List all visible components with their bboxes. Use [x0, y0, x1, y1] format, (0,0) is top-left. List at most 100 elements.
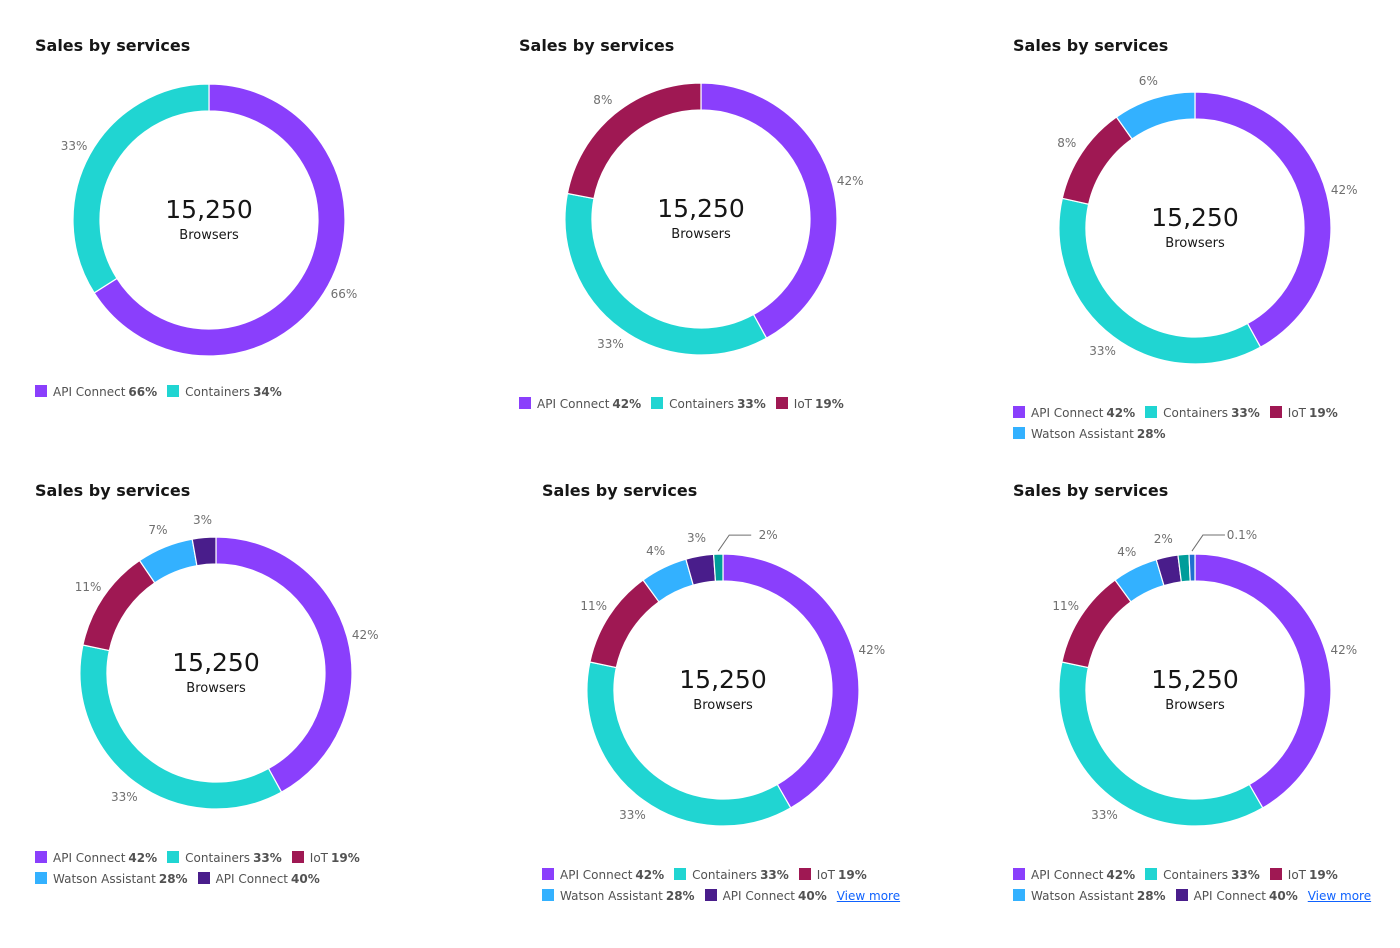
legend-item[interactable]: Containers 33% [1145, 403, 1260, 424]
legend-label: Containers [692, 868, 758, 882]
segment-label: 33% [60, 138, 88, 153]
segment-label: 33% [619, 807, 646, 822]
legend-item[interactable]: Containers 34% [167, 382, 282, 403]
legend: API Connect 42% Containers 33% IoT 19% [519, 394, 879, 415]
legend-swatch [798, 868, 811, 880]
legend-item[interactable]: Containers 33% [167, 848, 282, 869]
legend-label: IoT [816, 868, 836, 882]
donut-segment[interactable] [191, 536, 217, 567]
legend-item[interactable]: API Connect 42% [1013, 865, 1135, 886]
donut-segment[interactable] [1115, 91, 1196, 140]
segment-label: 11% [580, 599, 608, 614]
legend-value: 34% [253, 385, 282, 399]
legend-value: 19% [815, 397, 844, 411]
legend-value: 42% [612, 397, 642, 411]
center-value: 15,250 [679, 665, 767, 694]
legend-value: 33% [760, 868, 789, 882]
donut-segment[interactable] [1061, 579, 1132, 669]
legend-value: 40% [1269, 889, 1298, 903]
legend-value: 19% [1309, 406, 1338, 420]
legend-label: Watson Assistant [1031, 889, 1134, 903]
donut-segment[interactable] [566, 82, 702, 200]
legend-swatch [197, 872, 210, 884]
segment-label: 33% [1089, 344, 1116, 359]
legend-item[interactable]: IoT 19% [291, 848, 360, 869]
chart-title: Sales by services [519, 36, 675, 55]
legend-swatch [167, 385, 180, 397]
legend-label: API Connect [53, 385, 126, 399]
segment-label: 3% [686, 531, 707, 546]
legend-item[interactable]: Containers 33% [674, 865, 789, 886]
legend-item[interactable]: Watson Assistant 28% [1013, 886, 1166, 907]
center-label: Browsers [179, 228, 239, 243]
legend-value: 40% [291, 872, 320, 886]
legend-item[interactable]: Containers 33% [651, 394, 766, 415]
legend-value: 42% [1106, 406, 1136, 420]
segment-label: 42% [1330, 643, 1358, 658]
legend-swatch [542, 889, 554, 901]
legend-item[interactable]: API Connect 40% [704, 886, 827, 907]
legend-label: API Connect [1193, 889, 1266, 903]
legend-item[interactable]: API Connect 40% [1175, 886, 1298, 907]
segment-label: 6% [1138, 74, 1158, 89]
legend-item[interactable]: API Connect 42% [1013, 403, 1135, 424]
legend-item[interactable]: IoT 19% [775, 394, 844, 415]
legend-item[interactable]: API Connect 40% [197, 869, 320, 890]
segment-label: 4% [1117, 544, 1137, 559]
legend-value: 42% [635, 868, 665, 882]
segment-label: 3% [192, 512, 212, 527]
legend: API Connect 42% Containers 33% IoT 19% Watson … [35, 848, 395, 890]
segment-label: 2% [1153, 532, 1173, 547]
legend-item[interactable]: Watson Assistant 28% [542, 886, 695, 907]
legend-item[interactable]: API Connect 42% [35, 848, 157, 869]
legend-swatch [775, 397, 788, 409]
legend-swatch [1013, 889, 1025, 901]
legend-swatch [1013, 406, 1025, 418]
segment-label: 8% [593, 93, 613, 108]
legend-value: 28% [158, 872, 188, 886]
legend-label: Containers [1163, 406, 1229, 420]
legend-swatch [1175, 889, 1188, 901]
segment-label: 33% [1091, 807, 1118, 822]
legend-value: 42% [1106, 868, 1136, 882]
center-label: Browsers [1165, 236, 1225, 251]
chart-title: Sales by services [35, 36, 191, 55]
donut-segment[interactable] [72, 83, 210, 294]
legend-label: API Connect [53, 851, 126, 865]
view-more-link[interactable]: View more [836, 889, 901, 903]
legend-item[interactable]: IoT 19% [1269, 403, 1338, 424]
segment-label: 42% [858, 643, 886, 658]
view-more-link[interactable]: View more [1307, 889, 1372, 903]
legend-item[interactable]: Watson Assistant 28% [1013, 424, 1166, 445]
legend-label: Containers [669, 397, 735, 411]
legend: API Connect 42% Containers 33% IoT 19% Watson … [542, 865, 902, 907]
legend-item[interactable]: Containers 33% [1145, 865, 1260, 886]
legend-item[interactable]: IoT 19% [1269, 865, 1338, 886]
legend-item[interactable]: API Connect 42% [519, 394, 641, 415]
legend-item[interactable]: Watson Assistant 28% [35, 869, 188, 890]
legend-label: Containers [185, 385, 251, 399]
legend-swatch [704, 889, 717, 901]
legend-label: IoT [1287, 406, 1307, 420]
center-value: 15,250 [172, 648, 260, 677]
legend-item[interactable]: API Connect 66% [35, 382, 157, 403]
donut-segment[interactable] [93, 83, 346, 357]
legend: API Connect 42% Containers 33% IoT 19%Watson … [1013, 865, 1373, 907]
legend-item[interactable]: API Connect 42% [542, 865, 664, 886]
legend-label: API Connect [215, 872, 288, 886]
donut-segment[interactable] [1188, 553, 1196, 582]
donut-segment[interactable] [712, 553, 724, 582]
legend-item[interactable]: IoT 19% [798, 865, 867, 886]
legend-value: 40% [798, 889, 827, 903]
legend-swatch [651, 397, 664, 409]
center-value: 15,250 [1151, 203, 1239, 232]
legend-swatch [1269, 868, 1282, 880]
legend-value: 28% [665, 889, 695, 903]
legend-swatch [1013, 427, 1025, 439]
chart-title: Sales by services [1013, 36, 1169, 55]
legend-label: Watson Assistant [560, 889, 663, 903]
legend-value: 33% [1231, 868, 1260, 882]
legend-value: 33% [1231, 406, 1260, 420]
